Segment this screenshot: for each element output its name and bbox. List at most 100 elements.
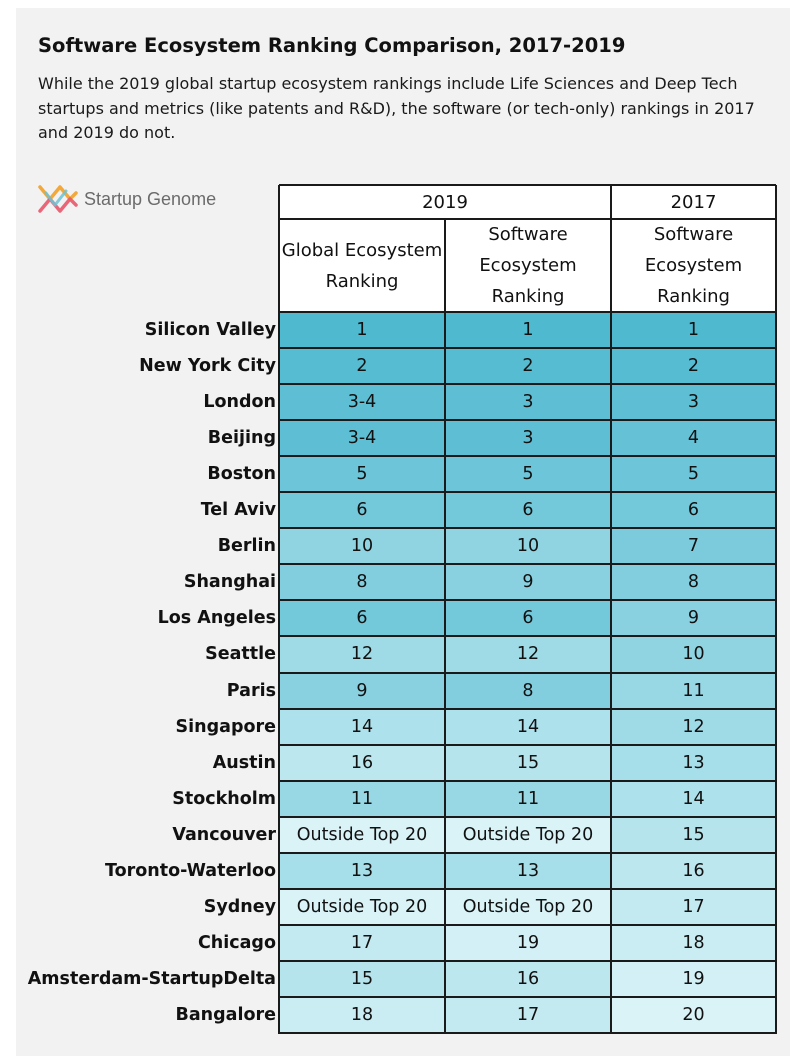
grid-line — [279, 383, 776, 386]
rank-cell-fill — [445, 852, 611, 889]
city-label: London — [203, 392, 276, 413]
rank-cell-fill — [279, 492, 445, 529]
header-background — [279, 185, 776, 312]
rank-value: 12 — [516, 644, 540, 665]
rank-cell-fill — [279, 672, 445, 709]
grid-line — [279, 959, 776, 962]
rank-cell-fill — [279, 348, 445, 385]
grid-line — [279, 815, 776, 818]
rank-value: 14 — [516, 716, 540, 737]
rank-value: 1 — [522, 320, 534, 341]
city-label: Toronto-Waterloo — [104, 860, 276, 881]
city-label: Vancouver — [172, 824, 276, 845]
logo-text: Startup Genome — [84, 188, 217, 209]
startup-genome-logo-icon — [38, 185, 78, 213]
rank-value: Outside Top 20 — [462, 824, 594, 845]
rank-cell-fill — [611, 708, 776, 745]
rank-cell-fill — [279, 420, 445, 457]
rank-cell-fill — [279, 600, 445, 637]
rank-value: 11 — [350, 788, 374, 809]
rank-cell-fill — [611, 492, 776, 529]
grid-line — [279, 491, 776, 494]
city-label: Austin — [212, 752, 276, 773]
rank-value: 15 — [350, 968, 374, 989]
grid-line — [279, 887, 776, 890]
rank-cell-fill — [279, 888, 445, 925]
rank-value: Outside Top 20 — [296, 824, 428, 845]
rank-value: 16 — [682, 860, 705, 881]
rank-cell-fill — [445, 420, 611, 457]
city-label: Bangalore — [175, 1004, 276, 1025]
rank-cell-fill — [611, 600, 776, 637]
city-label: Singapore — [175, 716, 276, 737]
rank-cell-fill — [611, 312, 776, 349]
city-label: Seattle — [205, 644, 276, 665]
rank-value: 3-4 — [347, 428, 377, 449]
rank-value: 8 — [687, 572, 700, 593]
rank-value: 4 — [687, 428, 700, 449]
rank-cell-fill — [279, 312, 445, 349]
rank-cell-fill — [279, 924, 445, 961]
rank-cell-fill — [611, 348, 776, 385]
rank-value: 7 — [687, 536, 700, 557]
rank-value: 12 — [350, 644, 374, 665]
rank-value: 8 — [356, 572, 368, 593]
rank-value: 17 — [350, 932, 374, 953]
rank-value: 17 — [516, 1004, 540, 1025]
grid-line — [278, 185, 280, 1034]
rank-value: 11 — [516, 788, 540, 809]
rank-value: 8 — [522, 680, 534, 701]
rank-value: 6 — [522, 500, 534, 521]
chart-subtitle: While the 2019 global startup ecosystem … — [38, 74, 755, 142]
grid-line — [279, 419, 776, 422]
rank-value: 13 — [516, 860, 540, 881]
rank-cell-fill — [445, 960, 611, 997]
rank-cell-fill — [611, 996, 776, 1033]
startup-genome-logo: Startup Genome — [38, 183, 216, 215]
city-label: Sydney — [203, 896, 276, 917]
rank-value: 2 — [687, 356, 700, 377]
city-label: Tel Aviv — [200, 500, 276, 521]
rank-value: 13 — [682, 752, 705, 773]
rank-value: 11 — [682, 680, 705, 701]
city-label: Los Angeles — [157, 608, 276, 629]
rank-cell-fill — [611, 924, 776, 961]
rank-cell-fill — [279, 708, 445, 745]
rank-cell-fill — [279, 852, 445, 889]
rank-cell-fill — [279, 456, 445, 493]
city-label: Chicago — [197, 932, 276, 953]
rank-value: Outside Top 20 — [462, 896, 594, 917]
grid-line — [279, 599, 776, 602]
rank-cell-fill — [445, 636, 611, 673]
rank-cell-fill — [445, 456, 611, 493]
rank-cell-fill — [445, 348, 611, 385]
rank-value: 9 — [356, 680, 368, 701]
grid-line — [279, 923, 776, 926]
rank-cell-fill — [611, 672, 776, 709]
rank-value: 19 — [516, 932, 540, 953]
rank-cell-fill — [611, 420, 776, 457]
rank-value: 10 — [516, 536, 540, 557]
city-label: New York City — [139, 356, 276, 377]
rank-cell-fill — [445, 600, 611, 637]
rank-cell-fill — [279, 996, 445, 1033]
rank-value: 2 — [356, 356, 368, 377]
rank-value: 16 — [516, 968, 540, 989]
rank-value: Outside Top 20 — [296, 896, 428, 917]
rank-value: 18 — [350, 1004, 374, 1025]
rank-value: 19 — [682, 968, 705, 989]
rank-cell-fill — [611, 888, 776, 925]
grid-line — [279, 527, 776, 530]
rank-value: 10 — [682, 644, 705, 665]
year-header: 2017 — [670, 191, 717, 213]
rank-cell-fill — [611, 780, 776, 817]
rank-cell-fill — [611, 564, 776, 601]
rank-cell-fill — [445, 528, 611, 565]
grid-line — [279, 347, 776, 350]
grid-line — [610, 185, 612, 1034]
grid-line — [279, 184, 776, 186]
rank-cell-fill — [279, 636, 445, 673]
city-label: Stockholm — [172, 788, 276, 809]
rank-cell-fill — [445, 492, 611, 529]
rank-value: 13 — [350, 860, 374, 881]
